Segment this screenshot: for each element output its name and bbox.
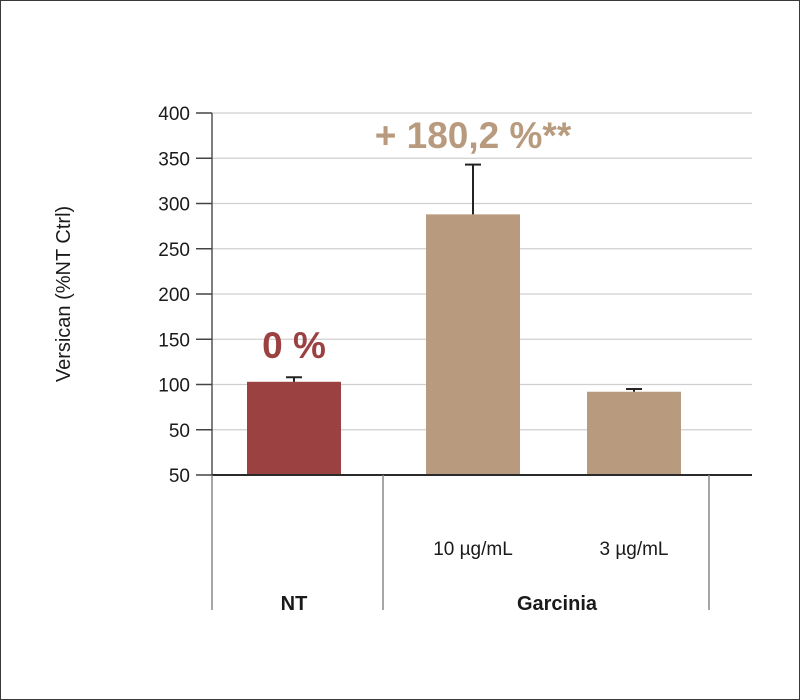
y-tick-label: 150: [158, 330, 190, 351]
y-tick-label: 250: [158, 240, 190, 261]
category-label: 10 µg/mL: [433, 539, 513, 560]
annotation-nt: 0 %: [262, 325, 326, 366]
bar: [247, 381, 341, 475]
y-tick-label: 400: [158, 104, 190, 125]
category-labels: 10 µg/mL 3 µg/mL: [433, 539, 668, 560]
y-tick-label: 50: [169, 466, 190, 487]
y-tick-label: 50: [169, 421, 190, 442]
y-tick-labels: 50 50 100 150 200 250 300 350 400: [158, 104, 212, 487]
annotation-garcinia: + 180,2 %**: [375, 115, 572, 156]
y-tick-label: 300: [158, 195, 190, 216]
y-tick-label: 350: [158, 149, 190, 170]
bars: [247, 163, 681, 476]
group-label-nt: NT: [281, 593, 308, 615]
category-label: 3 µg/mL: [599, 539, 668, 560]
y-axis-label: Versican (%NT Ctrl): [53, 206, 75, 382]
y-tick-label: 200: [158, 285, 190, 306]
group-label-garcinia: Garcinia: [517, 593, 598, 615]
y-tick-label: 100: [158, 376, 190, 397]
bar: [426, 214, 520, 476]
bar: [587, 391, 681, 475]
